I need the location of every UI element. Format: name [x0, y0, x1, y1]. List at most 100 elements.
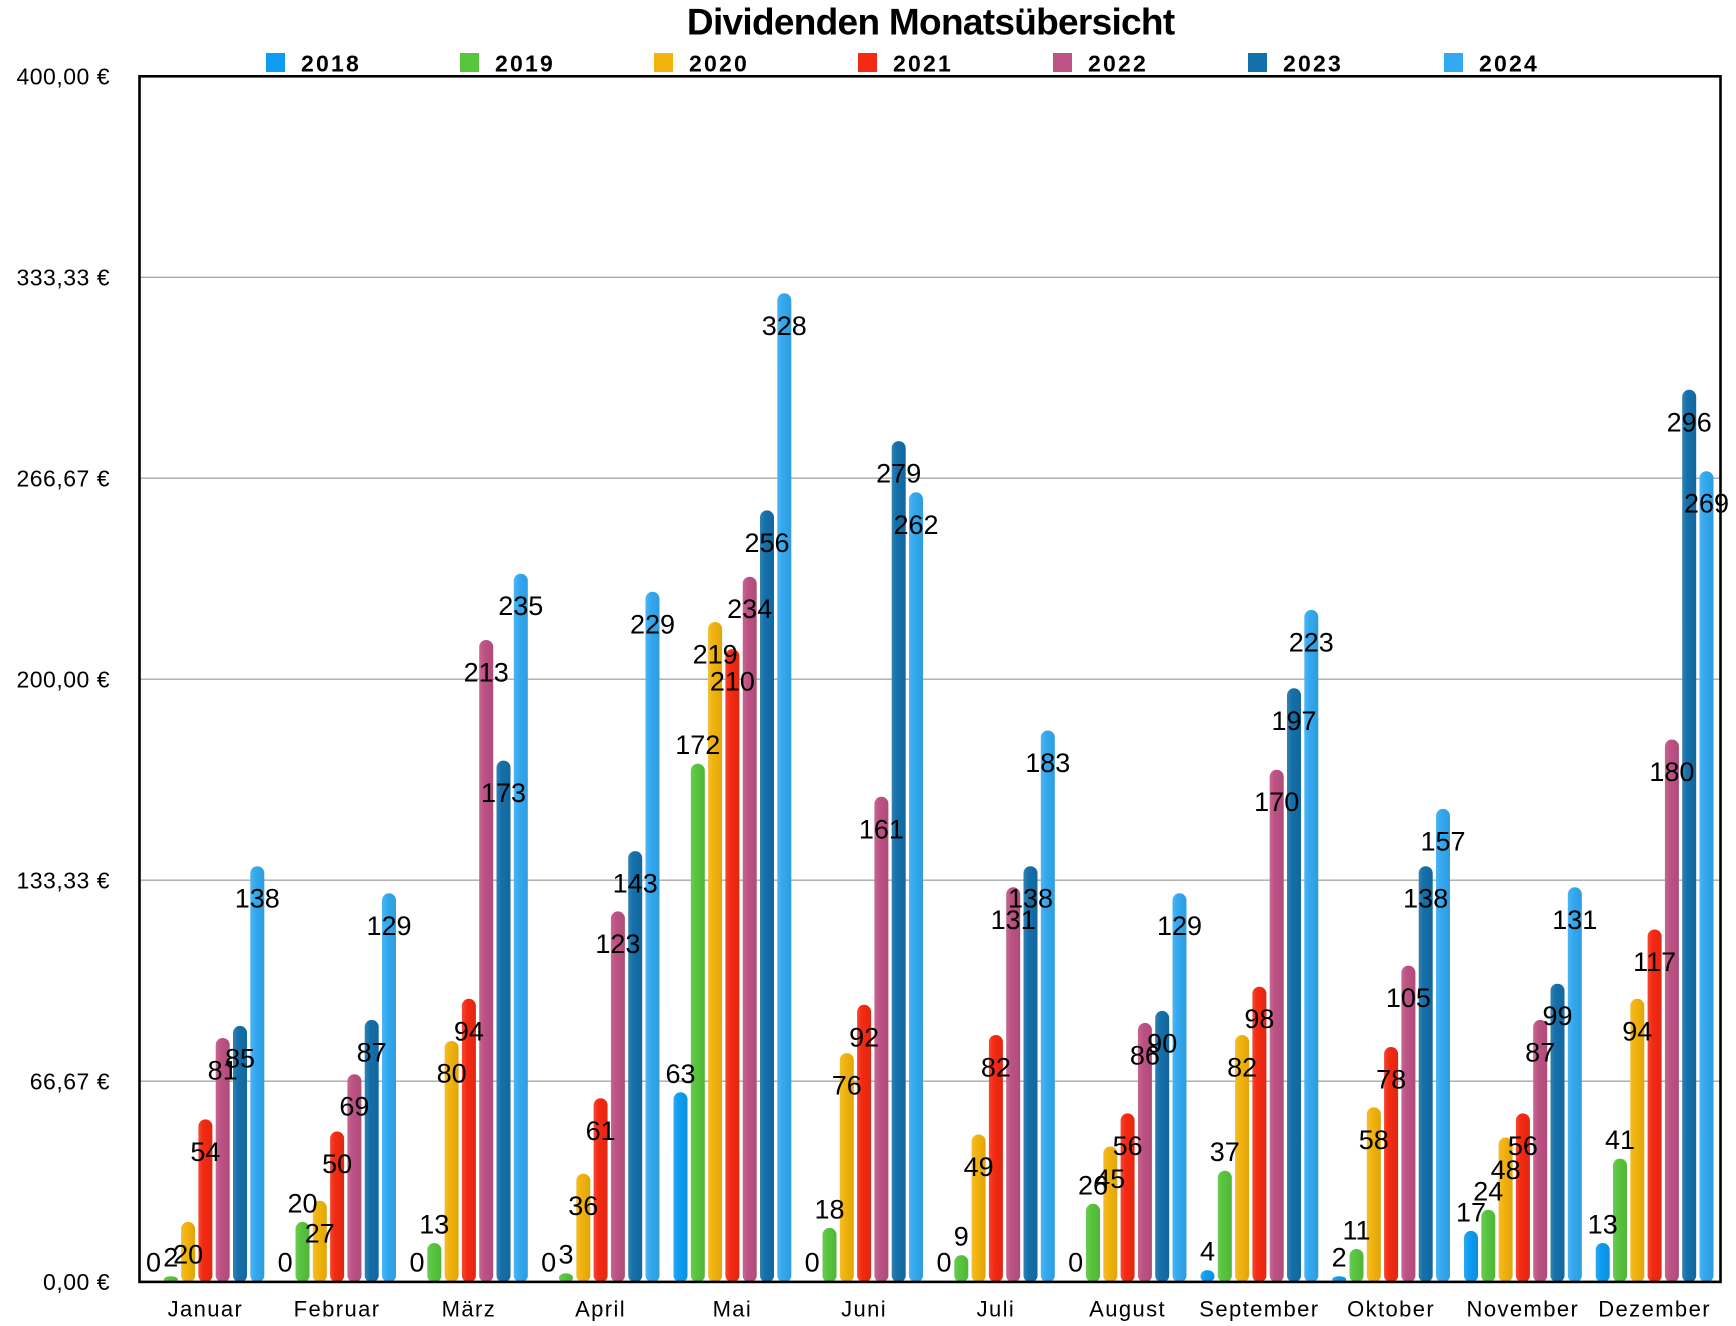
- svg-text:48: 48: [1491, 1155, 1521, 1185]
- svg-text:172: 172: [675, 730, 720, 760]
- svg-text:82: 82: [981, 1053, 1011, 1083]
- svg-text:9: 9: [954, 1222, 969, 1252]
- svg-text:99: 99: [1542, 1001, 1572, 1031]
- svg-text:157: 157: [1420, 826, 1465, 856]
- svg-text:0,00 €: 0,00 €: [43, 1269, 110, 1295]
- svg-text:August: August: [1089, 1297, 1166, 1322]
- svg-text:2: 2: [1332, 1243, 1347, 1273]
- svg-text:400,00 €: 400,00 €: [16, 64, 110, 90]
- svg-text:76: 76: [832, 1071, 862, 1101]
- svg-text:87: 87: [1525, 1037, 1555, 1067]
- svg-text:April: April: [575, 1297, 626, 1322]
- svg-text:235: 235: [498, 591, 543, 621]
- svg-text:2021: 2021: [893, 51, 953, 77]
- svg-text:87: 87: [357, 1037, 387, 1067]
- svg-text:78: 78: [1376, 1065, 1406, 1095]
- svg-text:138: 138: [235, 884, 280, 914]
- svg-text:37: 37: [1210, 1137, 1240, 1167]
- svg-text:66,67 €: 66,67 €: [30, 1069, 110, 1095]
- svg-text:2018: 2018: [301, 51, 361, 77]
- svg-text:183: 183: [1025, 748, 1070, 778]
- svg-text:0: 0: [805, 1248, 820, 1278]
- svg-text:20: 20: [287, 1188, 317, 1218]
- svg-text:197: 197: [1271, 706, 1316, 736]
- svg-text:105: 105: [1386, 983, 1431, 1013]
- svg-text:234: 234: [727, 594, 772, 624]
- svg-text:0: 0: [936, 1248, 951, 1278]
- svg-text:200,00 €: 200,00 €: [16, 667, 110, 693]
- svg-text:Oktober: Oktober: [1347, 1297, 1435, 1322]
- svg-text:279: 279: [876, 459, 921, 489]
- svg-text:Februar: Februar: [294, 1297, 381, 1322]
- svg-text:0: 0: [278, 1248, 293, 1278]
- svg-text:85: 85: [225, 1043, 255, 1073]
- svg-text:2019: 2019: [495, 51, 555, 77]
- svg-text:4: 4: [1200, 1237, 1215, 1267]
- svg-text:180: 180: [1649, 757, 1694, 787]
- svg-text:2: 2: [163, 1243, 178, 1273]
- svg-text:131: 131: [1552, 905, 1597, 935]
- svg-text:0: 0: [146, 1248, 161, 1278]
- svg-text:82: 82: [1227, 1053, 1257, 1083]
- svg-text:117: 117: [1633, 947, 1676, 977]
- svg-text:0: 0: [409, 1248, 424, 1278]
- svg-text:269: 269: [1684, 489, 1729, 519]
- svg-text:2022: 2022: [1088, 51, 1148, 77]
- svg-text:129: 129: [1157, 911, 1202, 941]
- svg-text:2023: 2023: [1283, 51, 1343, 77]
- svg-text:94: 94: [454, 1016, 484, 1046]
- svg-text:27: 27: [305, 1218, 335, 1248]
- svg-text:Dezember: Dezember: [1598, 1297, 1711, 1322]
- svg-text:138: 138: [1008, 884, 1053, 914]
- svg-text:210: 210: [710, 667, 755, 697]
- svg-text:81: 81: [208, 1056, 238, 1086]
- svg-text:17: 17: [1456, 1197, 1486, 1227]
- svg-text:138: 138: [1403, 884, 1448, 914]
- svg-text:223: 223: [1289, 627, 1334, 657]
- svg-text:Mai: Mai: [713, 1297, 753, 1322]
- svg-text:2024: 2024: [1479, 51, 1539, 77]
- svg-text:Dividenden Monatsübersicht: Dividenden Monatsübersicht: [687, 2, 1175, 43]
- svg-text:September: September: [1199, 1297, 1319, 1322]
- svg-text:45: 45: [1095, 1164, 1125, 1194]
- svg-text:296: 296: [1667, 407, 1712, 437]
- svg-text:20: 20: [173, 1239, 203, 1269]
- svg-text:63: 63: [665, 1059, 695, 1089]
- svg-text:36: 36: [568, 1191, 598, 1221]
- svg-text:49: 49: [964, 1152, 994, 1182]
- svg-text:Juli: Juli: [977, 1297, 1016, 1322]
- svg-text:262: 262: [893, 510, 938, 540]
- svg-text:129: 129: [366, 911, 411, 941]
- svg-text:328: 328: [762, 311, 807, 341]
- svg-text:3: 3: [558, 1240, 573, 1270]
- svg-text:229: 229: [630, 609, 675, 639]
- svg-text:2020: 2020: [689, 51, 749, 77]
- svg-text:219: 219: [693, 640, 738, 670]
- svg-text:94: 94: [1622, 1016, 1652, 1046]
- svg-text:50: 50: [322, 1149, 352, 1179]
- svg-text:0: 0: [541, 1248, 556, 1278]
- svg-text:173: 173: [481, 778, 526, 808]
- svg-text:November: November: [1467, 1297, 1580, 1322]
- svg-text:69: 69: [339, 1092, 369, 1122]
- svg-text:213: 213: [464, 658, 509, 688]
- svg-text:Juni: Juni: [841, 1297, 887, 1322]
- svg-text:170: 170: [1254, 787, 1299, 817]
- svg-text:131: 131: [991, 905, 1036, 935]
- svg-text:143: 143: [613, 869, 658, 899]
- svg-text:333,33 €: 333,33 €: [16, 265, 110, 291]
- svg-text:161: 161: [859, 814, 904, 844]
- svg-text:56: 56: [1508, 1131, 1538, 1161]
- svg-text:90: 90: [1147, 1028, 1177, 1058]
- svg-text:Januar: Januar: [168, 1297, 244, 1322]
- svg-text:133,33 €: 133,33 €: [16, 868, 110, 894]
- svg-text:13: 13: [1588, 1210, 1618, 1240]
- svg-text:266,67 €: 266,67 €: [16, 466, 110, 492]
- svg-text:54: 54: [190, 1137, 220, 1167]
- svg-text:24: 24: [1473, 1176, 1503, 1206]
- svg-text:26: 26: [1078, 1170, 1108, 1200]
- svg-text:0: 0: [1068, 1248, 1083, 1278]
- svg-text:123: 123: [595, 929, 640, 959]
- svg-text:92: 92: [849, 1022, 879, 1052]
- svg-text:18: 18: [814, 1194, 844, 1224]
